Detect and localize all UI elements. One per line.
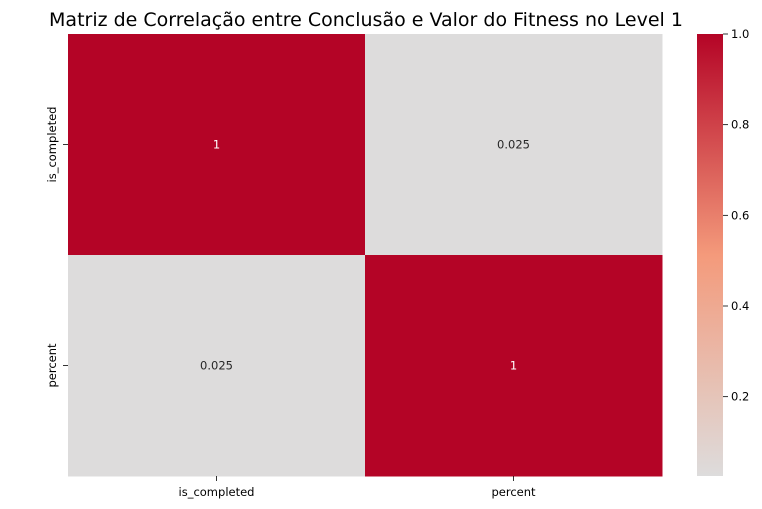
colorbar-tick-label: 0.4	[731, 299, 749, 313]
chart-title: Matriz de Correlação entre Conclusão e V…	[49, 9, 683, 31]
x-axis: is_completed percent	[179, 476, 536, 499]
colorbar-tick-label: 0.2	[731, 390, 749, 404]
heatmap-cell	[68, 34, 366, 256]
y-tick-label: percent	[45, 343, 59, 388]
heatmap-annotations: 1 0.025 0.025 1	[200, 138, 530, 373]
colorbar-tick-label: 0.6	[731, 208, 749, 222]
cell-annotation: 0.025	[200, 359, 233, 373]
cell-annotation: 1	[510, 359, 517, 373]
heatmap-cell	[365, 255, 663, 477]
heatmap-cell	[365, 34, 663, 256]
cell-annotation: 1	[213, 138, 220, 152]
cell-annotation: 0.025	[497, 138, 530, 152]
y-tick-label: is_completed	[45, 107, 59, 183]
colorbar-ticks: 0.2 0.4 0.6 0.8 1.0	[723, 27, 749, 404]
x-tick-label: percent	[491, 485, 536, 499]
heatmap-cells	[68, 34, 663, 477]
colorbar	[697, 34, 723, 476]
colorbar-tick-label: 0.8	[731, 118, 749, 132]
colorbar-tick-label: 1.0	[731, 27, 749, 41]
heatmap-cell	[68, 255, 366, 477]
x-tick-label: is_completed	[179, 485, 255, 499]
